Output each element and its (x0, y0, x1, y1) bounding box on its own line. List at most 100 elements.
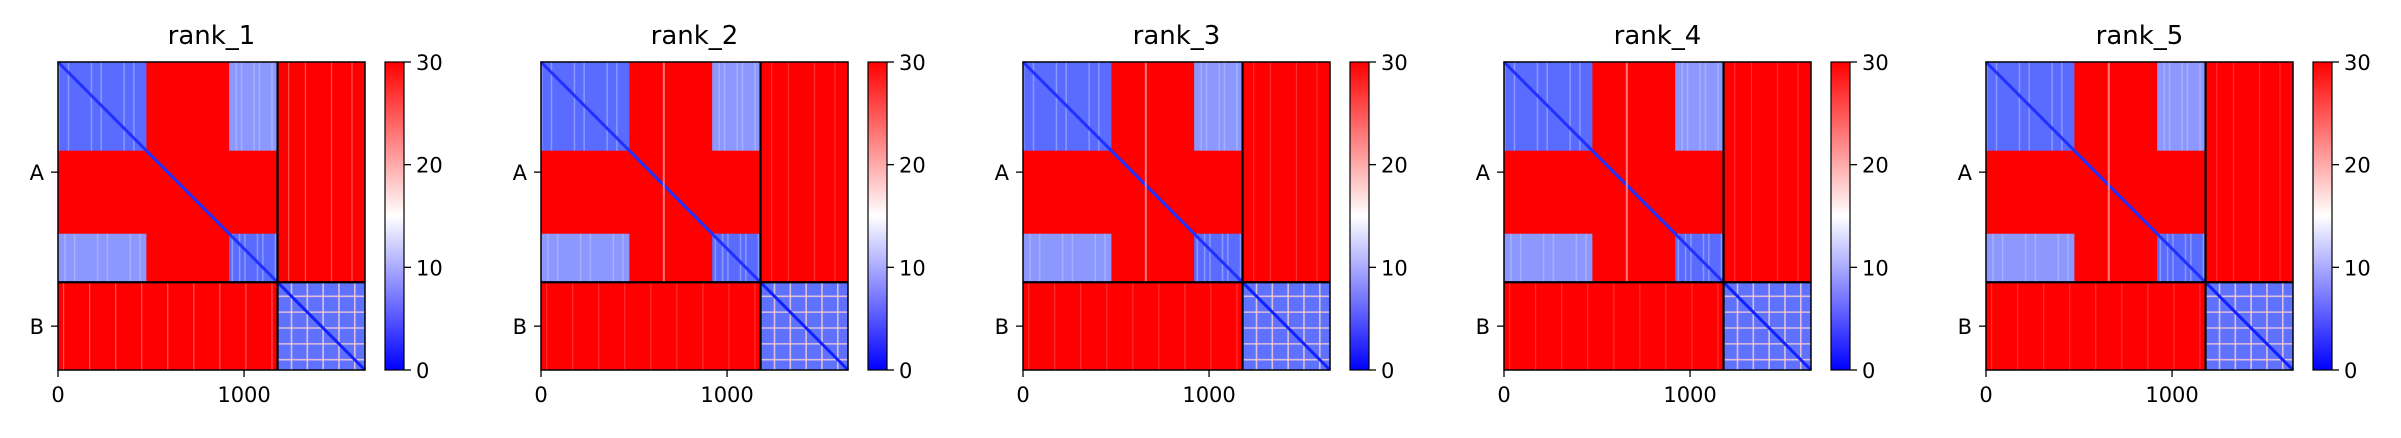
heatmap-speckle (1536, 62, 1539, 151)
heatmap-speckle (262, 233, 264, 283)
heatmap-speckle (1239, 233, 1242, 283)
heatmap-speckle (2168, 62, 2171, 151)
colorbar-tick-label: 0 (416, 359, 429, 383)
colorbar-gradient (867, 61, 888, 371)
heatmap-speckle (1704, 62, 1707, 151)
heatmap-speckle (723, 62, 726, 151)
heatmap-speckle (2190, 233, 2192, 283)
heatmap-speckle (256, 233, 259, 283)
heatmap-block-a (541, 233, 630, 283)
colorbar-tick-label: 0 (2344, 359, 2357, 383)
heatmap-speckle (64, 233, 66, 283)
heatmap-speckle (1717, 62, 1719, 151)
heatmap-speckle (1699, 62, 1701, 151)
colorbar-tick-label: 10 (899, 256, 926, 280)
heatmap-speckle (1579, 62, 1581, 151)
heatmap-speckle (606, 62, 608, 151)
x-tick-label: 0 (1016, 383, 1029, 407)
heatmap-speckle (2199, 62, 2201, 151)
heatmap-diagonal-b (1241, 281, 1332, 372)
heatmap-speckle (714, 233, 717, 283)
chain-label-B: B (1958, 315, 1972, 339)
heatmap-speckle (2159, 233, 2162, 283)
heatmap-speckle (106, 233, 109, 283)
heatmap-speckle (2067, 233, 2069, 283)
heatmap-speckle (235, 62, 237, 151)
heatmap-speckle (1569, 62, 1571, 151)
heatmap-speckle (616, 62, 618, 151)
heatmap-speckle (96, 233, 99, 283)
heatmap-speckle (739, 233, 742, 283)
heatmap-speckle (90, 62, 93, 151)
heatmap-speckle (67, 62, 70, 151)
heatmap-diagonal-a (1021, 60, 1244, 284)
heatmap-block-a (712, 62, 761, 151)
heatmap-speckle (1720, 233, 1723, 283)
heatmap-speckle (1684, 233, 1687, 283)
colorbar-tick-label: 10 (416, 256, 443, 280)
panel-title: rank_5 (2096, 21, 2184, 51)
heatmap-speckle (231, 233, 234, 283)
heatmap-speckle (253, 62, 255, 151)
heatmap-speckle (1032, 62, 1035, 151)
panel-4: rank_4 0 1000 A B 0 10 20 30 (1476, 21, 1889, 407)
heatmap-speckle (547, 233, 549, 283)
heatmap-speckle (1236, 62, 1238, 151)
chain-label-A: A (1476, 161, 1491, 185)
heatmap-speckle (727, 233, 729, 283)
colorbar-tick-label: 30 (2344, 51, 2371, 75)
x-tick-label: 1000 (2145, 383, 2198, 407)
colorbar-tick-label: 30 (1381, 51, 1408, 75)
heatmap-speckle (258, 62, 261, 151)
heatmap-speckle (622, 233, 624, 283)
colorbar-tick-label: 20 (2344, 154, 2371, 178)
heatmap-speckle (1104, 233, 1106, 283)
colorbar-tick-label: 0 (1381, 359, 1394, 383)
heatmap-speckle (1681, 62, 1683, 151)
heatmap-diagonal-a (1502, 60, 1725, 284)
heatmap-speckle (274, 233, 277, 283)
heatmap-speckle (2186, 62, 2189, 151)
heatmap-speckle (1708, 233, 1710, 283)
heatmap-speckle (1510, 233, 1512, 283)
plot-frame (1985, 61, 2294, 371)
heatmap-diagonal-a (539, 60, 762, 284)
chain-label-B: B (513, 315, 527, 339)
heatmap-speckle (1209, 233, 1211, 283)
colorbar-gradient (2312, 61, 2333, 371)
heatmap-speckle (1221, 233, 1224, 283)
heatmap-speckle (2184, 233, 2187, 283)
colorbar: 0 10 20 30 (1830, 51, 1889, 383)
heatmap-speckle (2061, 62, 2063, 151)
colorbar-tick-label: 20 (1862, 154, 1889, 178)
heatmap-speckle (123, 62, 125, 151)
heatmap-diagonal-a (1984, 60, 2207, 284)
heatmap-block-a (1675, 62, 1724, 151)
colorbar: 0 10 20 30 (867, 51, 926, 383)
heatmap-block-a (58, 233, 147, 283)
heatmap-speckle (1200, 62, 1202, 151)
heatmap-speckle (244, 233, 246, 283)
heatmap-speckle (579, 233, 582, 283)
heatmap-speckle (1227, 233, 1229, 283)
heatmap-speckle (1702, 233, 1705, 283)
x-tick-label: 1000 (700, 383, 753, 407)
x-tick-label: 1000 (217, 383, 270, 407)
heatmap-speckle (2001, 233, 2004, 283)
heatmap-speckle (2034, 233, 2037, 283)
heatmap-speckle (2202, 233, 2205, 283)
heatmap-speckle (139, 233, 141, 283)
heatmap-speckle (1055, 62, 1058, 151)
panel-title: rank_3 (1133, 21, 1221, 51)
panel-1: rank_1 0 1000 A B 0 10 20 30 (30, 21, 443, 407)
heatmap-speckle (1094, 233, 1097, 283)
colorbar-tick-label: 20 (899, 154, 926, 178)
heatmap-speckle (757, 233, 760, 283)
heatmap-speckle (1513, 62, 1516, 151)
heatmap-speckle (1071, 233, 1074, 283)
colorbar-tick-label: 30 (416, 51, 443, 75)
heatmap-speckle (573, 62, 576, 151)
heatmap-speckle (1223, 62, 1226, 151)
heatmap-speckle (1205, 62, 1208, 151)
heatmap-speckle (745, 233, 747, 283)
